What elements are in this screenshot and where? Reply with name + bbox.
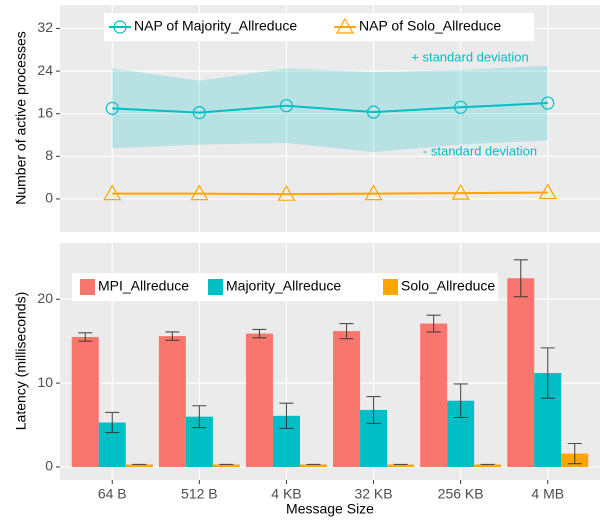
bar — [299, 464, 327, 467]
error-bar — [453, 383, 468, 419]
y-tick-label: 20 — [37, 290, 53, 306]
error-bar — [567, 442, 582, 465]
point — [366, 105, 381, 119]
bar — [474, 464, 502, 467]
point — [192, 106, 206, 120]
legend-label: MPI_Allreduce — [98, 278, 189, 294]
x-axis-label: Message Size — [286, 501, 374, 517]
y-tick-label: 32 — [37, 19, 53, 35]
legend-marker — [113, 20, 127, 34]
y-tick-label: 10 — [37, 374, 53, 390]
bar — [507, 278, 535, 467]
error-bar — [165, 331, 180, 341]
bar — [245, 333, 273, 467]
error-bar — [339, 322, 354, 340]
x-tick-label: 4 KB — [271, 486, 301, 502]
point — [190, 184, 209, 201]
legend-key — [383, 279, 398, 295]
point — [451, 183, 470, 200]
bar — [212, 464, 240, 467]
bar — [333, 331, 361, 467]
error-bar — [426, 314, 441, 333]
legend-box — [72, 273, 498, 301]
annotation: + standard deviation — [411, 49, 528, 64]
bar — [125, 464, 153, 467]
legend-marker — [335, 17, 355, 34]
error-bar — [279, 402, 294, 429]
error-bar — [366, 395, 381, 424]
point — [364, 184, 383, 201]
legend-key — [80, 279, 95, 295]
y-tick-label: 0 — [45, 190, 53, 206]
y-axis-label: Number of active processes — [13, 31, 29, 205]
legend-box — [104, 13, 534, 41]
x-tick-label: 4 MB — [531, 486, 564, 502]
bar — [158, 336, 186, 467]
point — [454, 100, 468, 114]
x-tick-label: 32 KB — [354, 486, 392, 502]
error-bar — [105, 411, 120, 434]
bar — [71, 336, 99, 467]
point — [279, 99, 294, 113]
point — [538, 183, 557, 200]
error-bar — [540, 347, 555, 399]
error-bar — [78, 332, 93, 342]
legend-label: NAP of Majority_Allreduce — [134, 18, 297, 34]
x-tick-label: 64 B — [98, 486, 127, 502]
point — [105, 101, 119, 115]
bar — [420, 323, 448, 467]
point — [103, 184, 122, 201]
line — [112, 102, 548, 114]
line — [112, 191, 548, 196]
y-axis-label: Latency (milliseconds) — [13, 292, 29, 431]
x-tick-label: 256 KB — [438, 486, 484, 502]
x-tick-label: 512 B — [181, 486, 218, 502]
error-bar — [513, 259, 528, 298]
y-tick-label: 24 — [37, 62, 53, 78]
legend-label: Majority_Allreduce — [226, 278, 341, 294]
y-tick-label: 8 — [45, 147, 53, 163]
error-bar — [252, 328, 267, 339]
error-bar — [192, 405, 207, 429]
point — [541, 96, 555, 110]
y-tick-label: 16 — [37, 104, 53, 120]
y-tick-label: 0 — [45, 458, 53, 474]
legend-label: NAP of Solo_Allreduce — [359, 18, 501, 34]
legend-label: Solo_Allreduce — [401, 278, 495, 294]
bar — [387, 464, 415, 467]
point — [277, 184, 296, 201]
legend-key — [208, 279, 223, 295]
annotation: - standard deviation — [423, 143, 537, 158]
